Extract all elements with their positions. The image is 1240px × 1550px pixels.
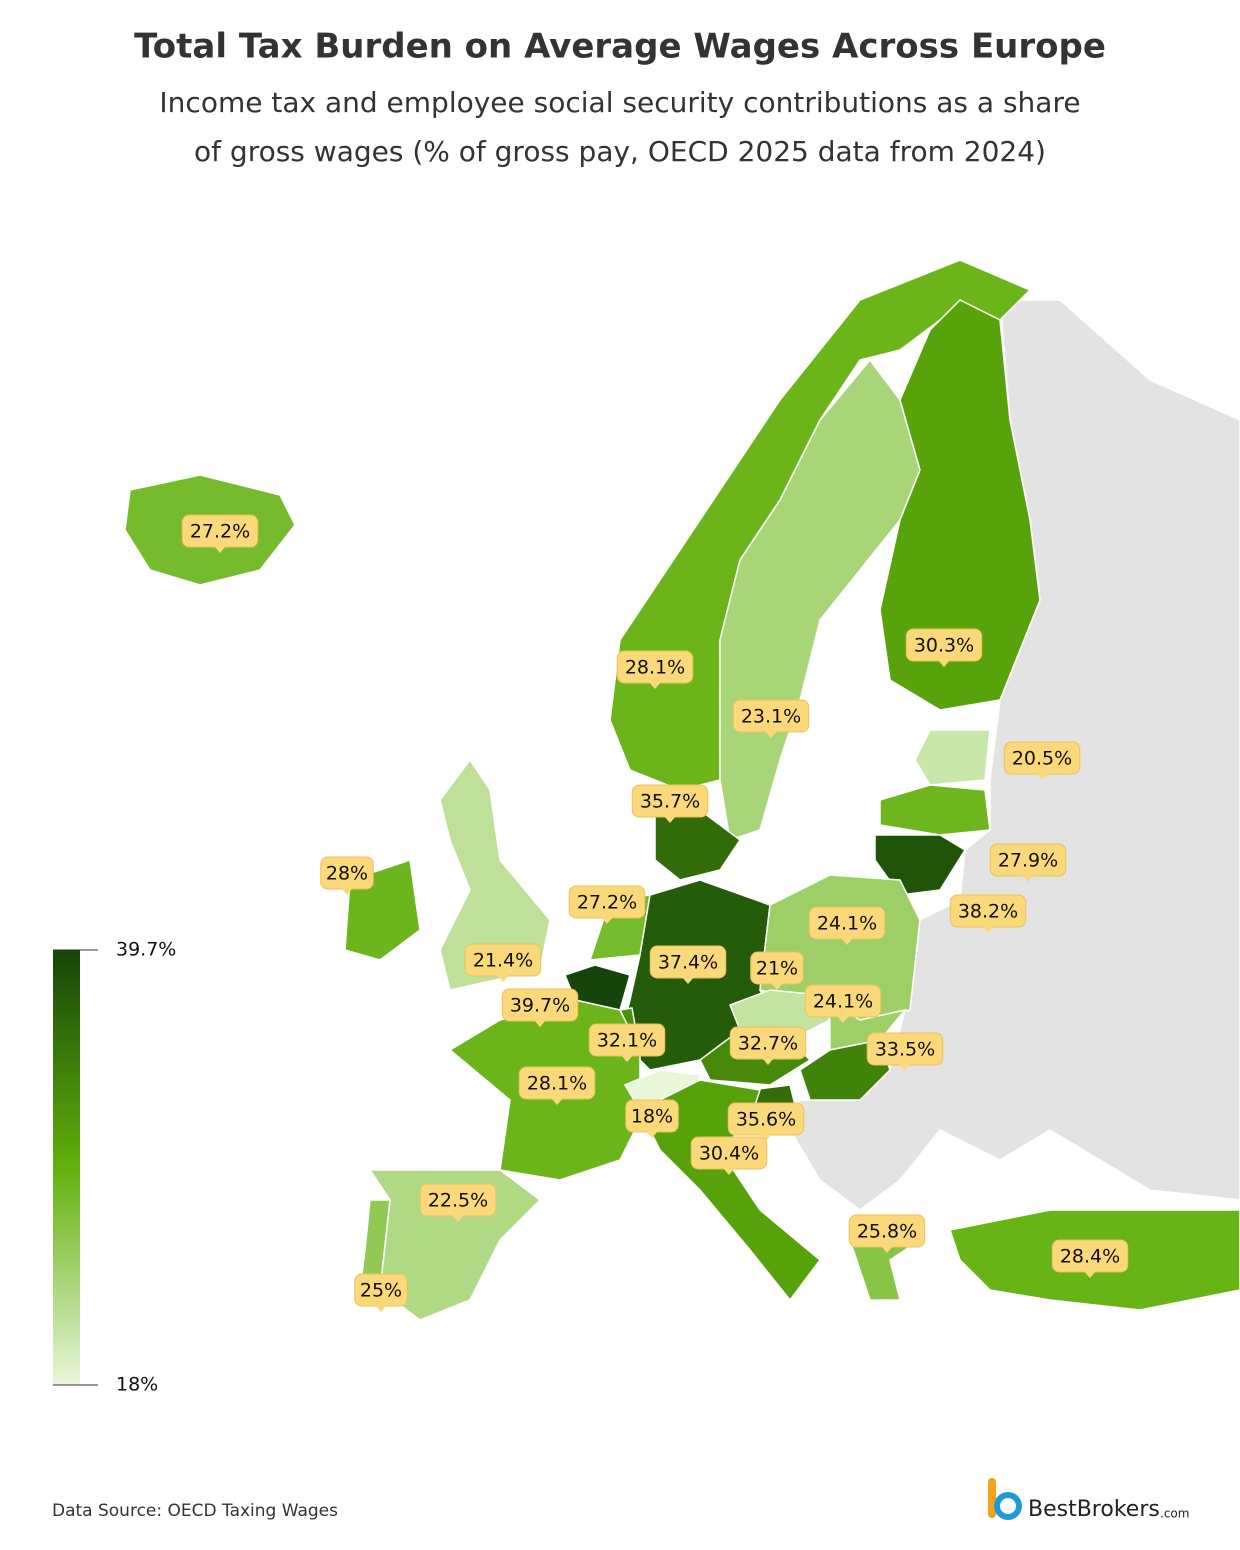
country [879, 299, 1041, 711]
value-label: 30.4% [699, 1143, 759, 1165]
value-label: 30.3% [914, 635, 974, 657]
value-label: 39.7% [510, 995, 570, 1017]
label-pointer [497, 975, 509, 982]
label-pointer [534, 1020, 546, 1027]
value-label: 25.8% [857, 1221, 917, 1243]
label-pointer [1084, 1271, 1096, 1278]
value-label: 27.2% [190, 521, 250, 543]
label-pointer [682, 977, 694, 984]
value-label: 38.2% [958, 901, 1018, 923]
label-pointer [881, 1246, 893, 1253]
title: Total Tax Burden on Average Wages Across… [134, 27, 1106, 67]
label-pointer [760, 1134, 772, 1141]
label-pointer [375, 1305, 387, 1312]
value-label: 35.6% [736, 1109, 796, 1131]
label-pointer [762, 1058, 774, 1065]
subtitle: of gross wages (% of gross pay, OECD 202… [194, 135, 1046, 168]
country [914, 729, 991, 786]
value-label: 24.1% [817, 913, 877, 935]
value-label: 32.7% [738, 1033, 798, 1055]
value-label: 21% [756, 958, 798, 980]
label-pointer [765, 731, 777, 738]
colorbar-tick-label: 18% [116, 1374, 158, 1396]
value-label: 28.1% [625, 657, 685, 679]
value-label: 21.4% [473, 950, 533, 972]
value-label: 27.2% [577, 892, 637, 914]
value-label: 24.1% [813, 991, 873, 1013]
label-pointer [601, 917, 613, 924]
value-label: 18% [631, 1106, 673, 1128]
source: Data Source: OECD Taxing Wages [52, 1501, 338, 1521]
value-label: 32.1% [597, 1030, 657, 1052]
country [638, 1079, 822, 1302]
label-pointer [551, 1098, 563, 1105]
label-pointer [1036, 773, 1048, 780]
value-label: 22.5% [428, 1190, 488, 1212]
value-label: 28.1% [527, 1073, 587, 1095]
label-pointer [899, 1064, 911, 1071]
value-label: 20.5% [1012, 748, 1072, 770]
label-pointer [649, 682, 661, 689]
value-label: 28% [326, 863, 368, 885]
value-label: 33.5% [875, 1039, 935, 1061]
colorbar [53, 950, 80, 1385]
value-label: 23.1% [741, 706, 801, 728]
label-pointer [938, 660, 950, 667]
label-pointer [664, 816, 676, 823]
colorbar-tick-label: 39.7% [116, 939, 176, 961]
value-label: 35.7% [640, 791, 700, 813]
label-pointer [646, 1131, 658, 1138]
logo [988, 1478, 1022, 1520]
label-pointer [837, 1016, 849, 1023]
label-pointer [1022, 875, 1034, 882]
label-pointer [982, 926, 994, 933]
value-label: 28.4% [1060, 1246, 1120, 1268]
brand-suffix: .com [1160, 1507, 1189, 1521]
subtitle: Income tax and employee social security … [159, 86, 1080, 119]
value-label: 27.9% [998, 850, 1058, 872]
label-pointer [621, 1055, 633, 1062]
country [879, 784, 991, 836]
value-label: 37.4% [658, 952, 718, 974]
label-pointer [841, 938, 853, 945]
brand: BestBrokers [1028, 1497, 1160, 1522]
label-pointer [214, 546, 226, 553]
label-pointer [771, 983, 783, 990]
value-label: 25% [360, 1280, 402, 1302]
label-pointer [723, 1168, 735, 1175]
label-pointer [341, 888, 353, 895]
label-pointer [452, 1215, 464, 1222]
